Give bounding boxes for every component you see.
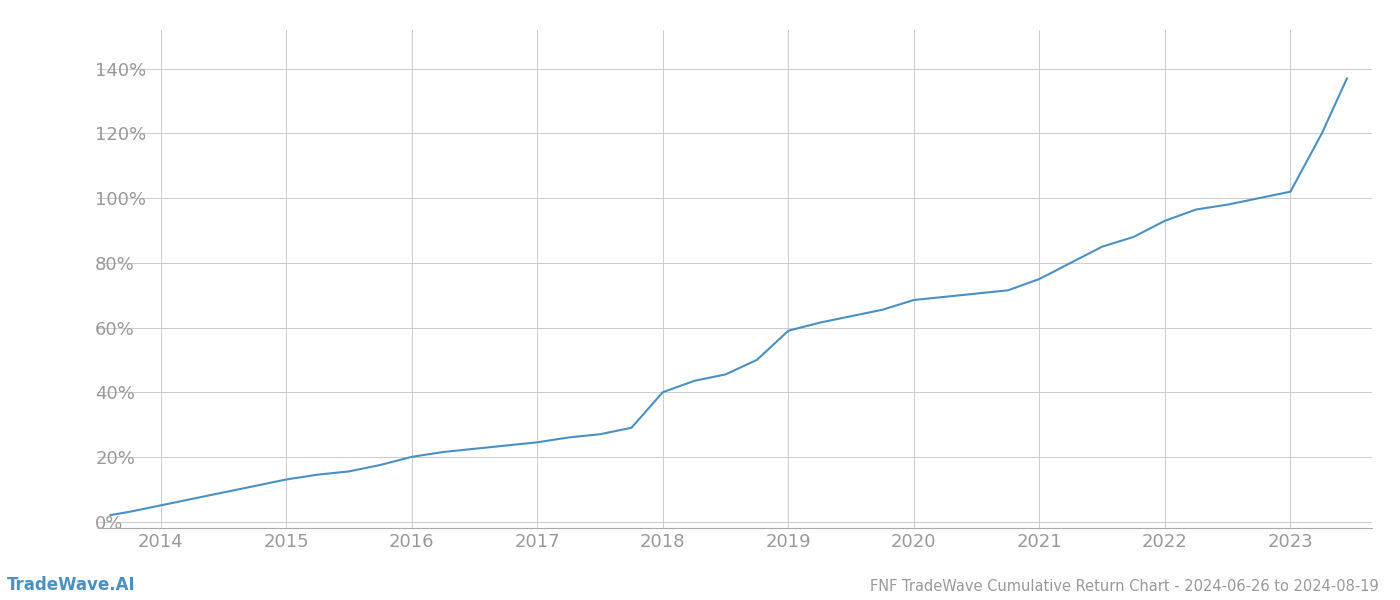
Text: TradeWave.AI: TradeWave.AI <box>7 576 136 594</box>
Text: FNF TradeWave Cumulative Return Chart - 2024-06-26 to 2024-08-19: FNF TradeWave Cumulative Return Chart - … <box>871 579 1379 594</box>
